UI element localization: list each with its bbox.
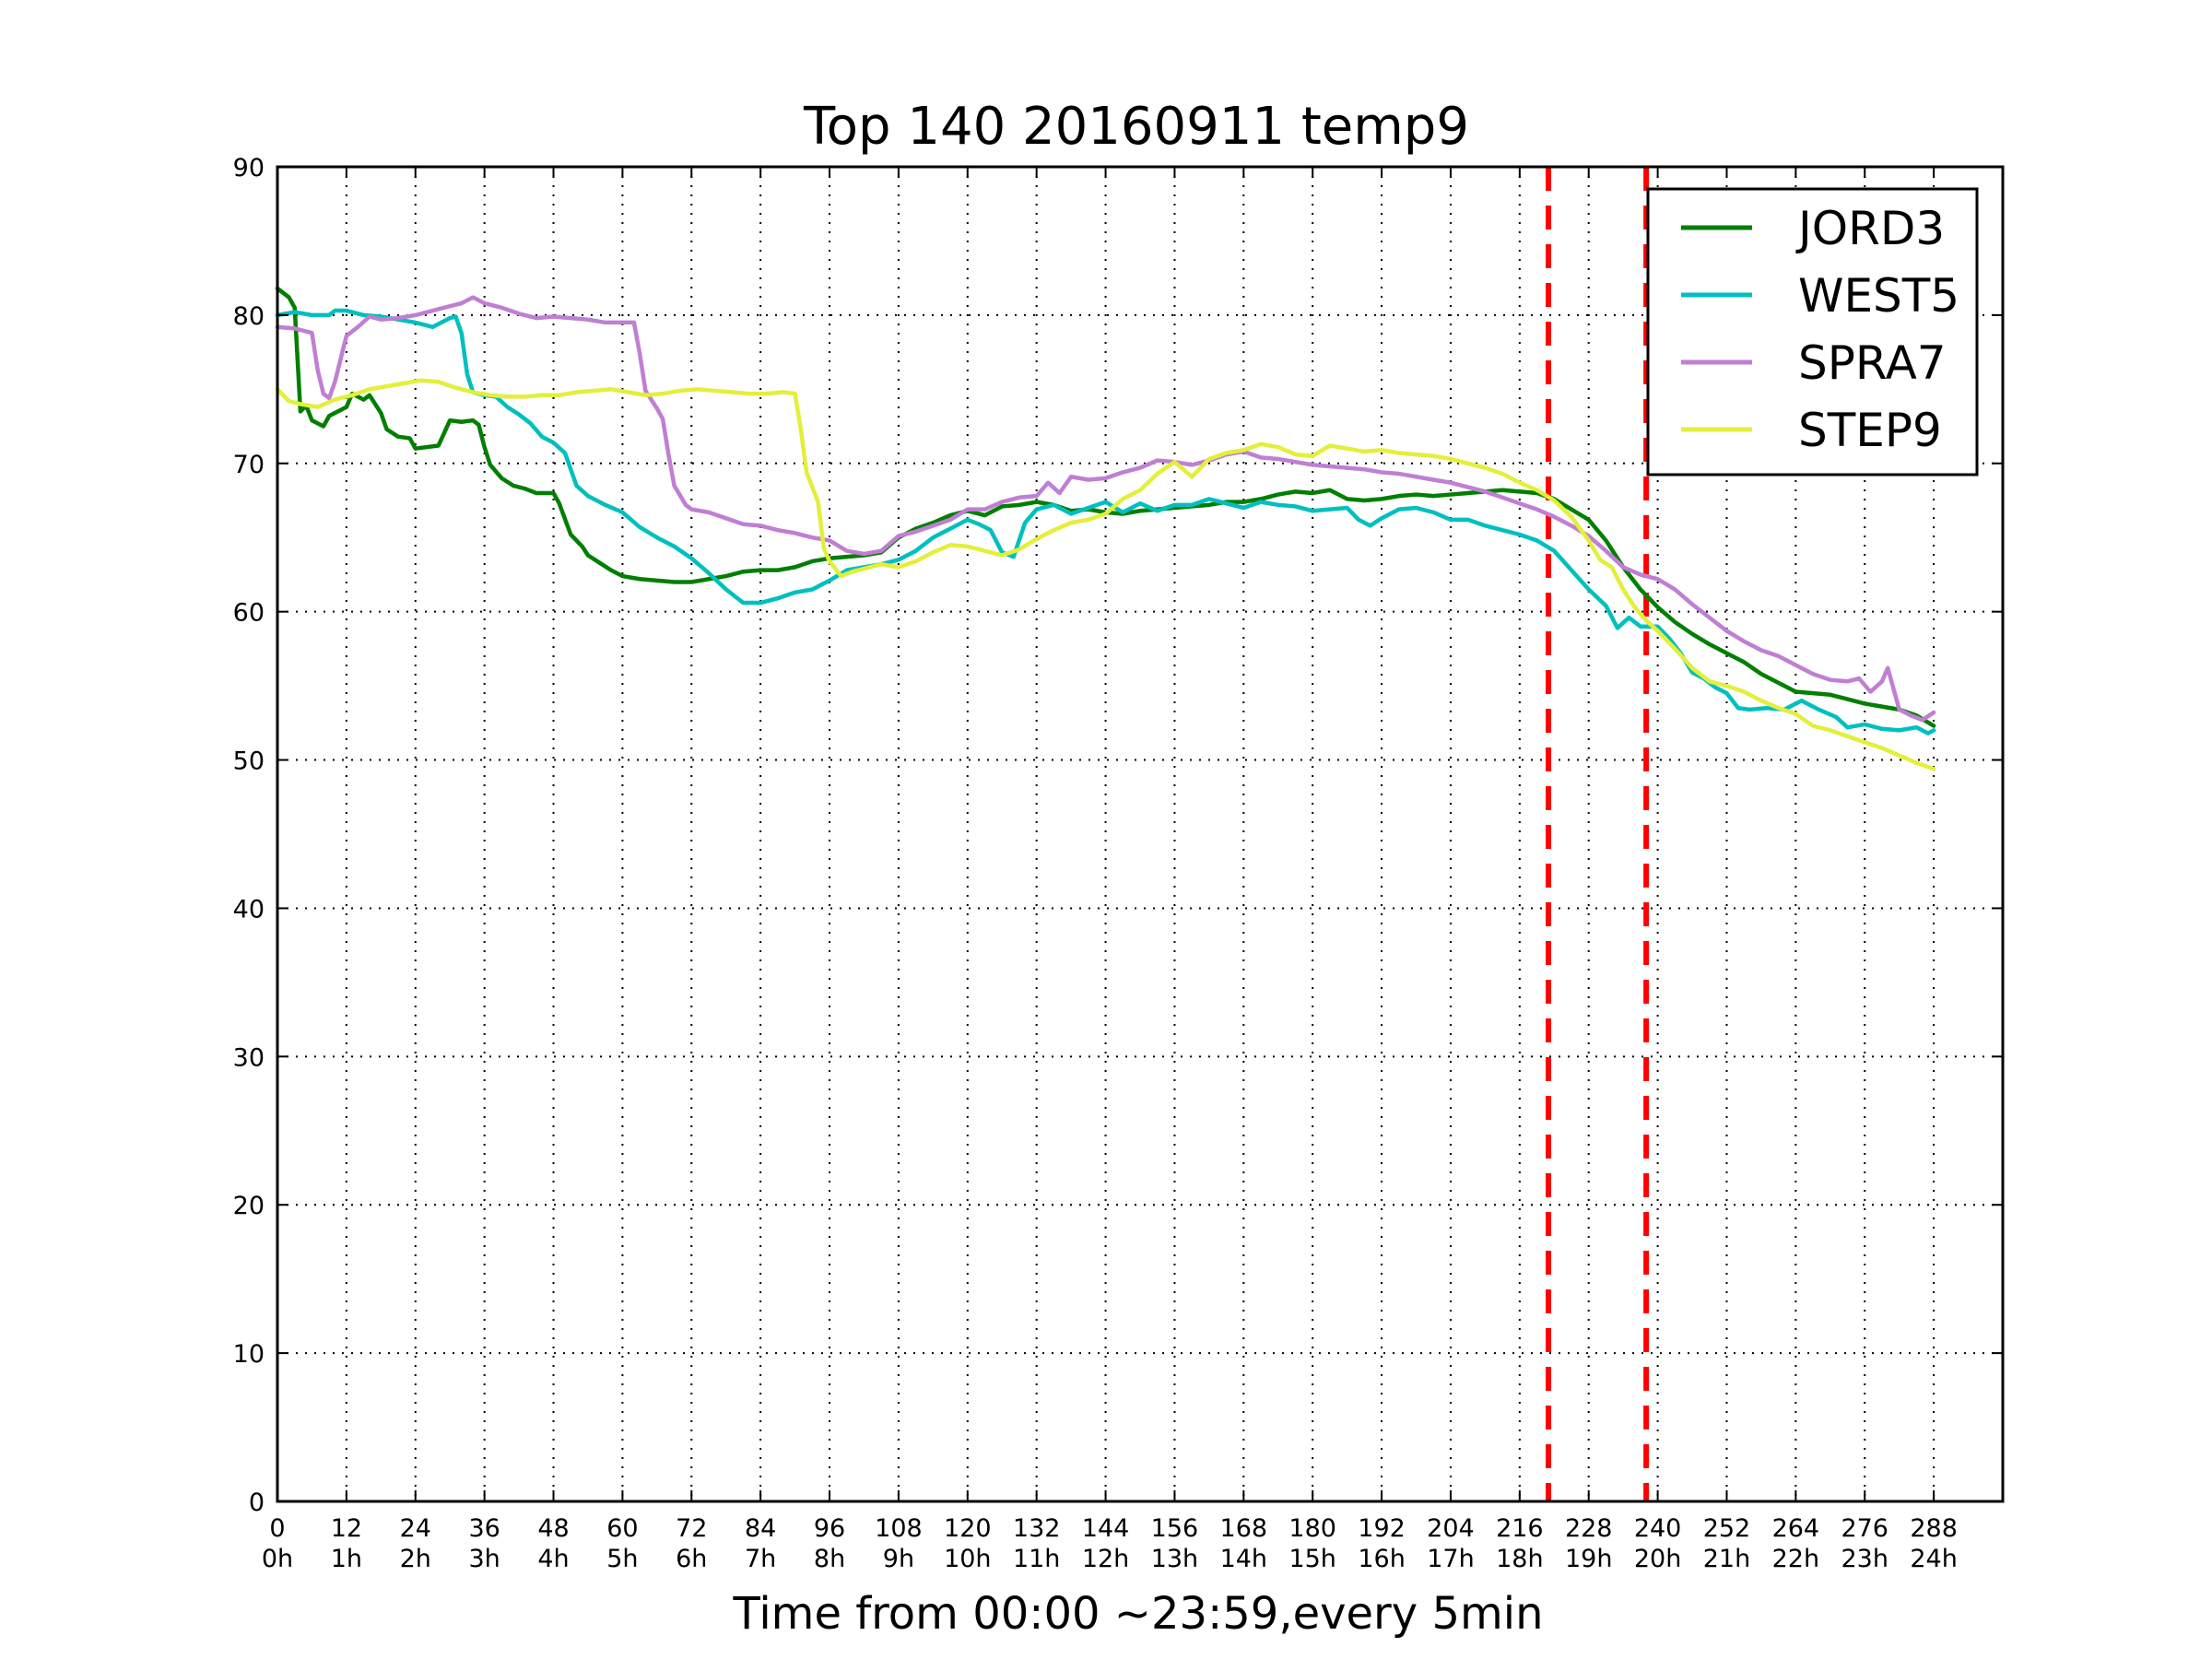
y-tick-label-0: 0 — [249, 1488, 265, 1517]
x-tick-label-3: 36 — [468, 1514, 500, 1543]
y-tick-label-6: 60 — [233, 599, 265, 628]
x-tick-label-7: 84 — [745, 1514, 776, 1543]
axis-ticks: 00h121h242h363h484h605h726h847h968h1089h… — [233, 154, 2003, 1573]
x-tick-hour-label-23: 23h — [1841, 1545, 1888, 1573]
x-tick-label-23: 276 — [1841, 1514, 1888, 1543]
x-tick-hour-label-6: 6h — [676, 1545, 707, 1573]
x-tick-hour-label-7: 7h — [745, 1545, 776, 1573]
x-tick-hour-label-0: 0h — [262, 1545, 293, 1573]
plot-frame — [276, 165, 2005, 1503]
y-tick-label-4: 40 — [233, 895, 265, 924]
x-tick-label-10: 120 — [944, 1514, 992, 1543]
x-tick-hour-label-20: 20h — [1634, 1545, 1681, 1573]
x-tick-label-4: 48 — [537, 1514, 569, 1543]
legend-label-jord3: JORD3 — [1795, 202, 1945, 255]
legend-label-spra7: SPRA7 — [1798, 336, 1947, 390]
x-tick-label-6: 72 — [676, 1514, 707, 1543]
x-tick-hour-label-22: 22h — [1772, 1545, 1819, 1573]
x-tick-label-16: 192 — [1358, 1514, 1406, 1543]
x-tick-label-14: 168 — [1220, 1514, 1268, 1543]
x-tick-hour-label-24: 24h — [1910, 1545, 1957, 1573]
x-tick-hour-label-16: 16h — [1358, 1545, 1405, 1573]
x-tick-hour-label-3: 3h — [468, 1545, 500, 1573]
chart-title: Top 140 20160911 temp9 — [803, 97, 1469, 157]
y-tick-label-2: 20 — [233, 1192, 265, 1220]
x-tick-hour-label-8: 8h — [814, 1545, 845, 1573]
x-tick-label-24: 288 — [1910, 1514, 1958, 1543]
x-tick-hour-label-11: 11h — [1013, 1545, 1060, 1573]
x-tick-label-13: 156 — [1151, 1514, 1199, 1543]
legend: JORD3 WEST5 SPRA7 STEP9 — [1646, 187, 1979, 477]
x-tick-label-19: 228 — [1565, 1514, 1613, 1543]
x-tick-hour-label-4: 4h — [537, 1545, 569, 1573]
x-tick-hour-label-10: 10h — [944, 1545, 991, 1573]
x-tick-label-11: 132 — [1013, 1514, 1061, 1543]
x-tick-hour-label-15: 15h — [1288, 1545, 1335, 1573]
x-tick-hour-label-18: 18h — [1496, 1545, 1543, 1573]
x-tick-label-8: 96 — [814, 1514, 845, 1543]
x-tick-label-0: 0 — [269, 1514, 285, 1543]
x-tick-hour-label-9: 9h — [883, 1545, 914, 1573]
y-tick-label-7: 70 — [233, 451, 265, 479]
legend-label-step9: STEP9 — [1798, 404, 1942, 457]
x-tick-label-5: 60 — [606, 1514, 638, 1543]
x-tick-hour-label-5: 5h — [606, 1545, 638, 1573]
x-tick-label-17: 204 — [1427, 1514, 1475, 1543]
legend-label-west5: WEST5 — [1798, 269, 1959, 323]
x-tick-hour-label-19: 19h — [1565, 1545, 1612, 1573]
x-tick-label-2: 24 — [400, 1514, 431, 1543]
x-tick-hour-label-17: 17h — [1427, 1545, 1474, 1573]
series-line-spra7 — [275, 295, 1936, 723]
y-tick-label-9: 90 — [233, 154, 265, 182]
data-series — [275, 286, 1936, 771]
x-tick-label-12: 144 — [1082, 1514, 1130, 1543]
y-tick-label-3: 30 — [233, 1043, 265, 1072]
reference-lines — [1546, 167, 1650, 1501]
x-tick-label-21: 252 — [1703, 1514, 1751, 1543]
x-tick-hour-label-2: 2h — [400, 1545, 431, 1573]
x-tick-label-20: 240 — [1634, 1514, 1682, 1543]
x-tick-hour-label-13: 13h — [1151, 1545, 1198, 1573]
series-line-step9 — [275, 378, 1936, 771]
legend-box — [1646, 187, 1979, 477]
x-tick-hour-label-21: 21h — [1703, 1545, 1750, 1573]
y-tick-label-1: 10 — [233, 1340, 265, 1369]
x-tick-label-22: 264 — [1772, 1514, 1820, 1543]
x-tick-label-15: 180 — [1288, 1514, 1336, 1543]
x-tick-label-1: 12 — [331, 1514, 362, 1543]
x-tick-hour-label-12: 12h — [1082, 1545, 1129, 1573]
x-axis-label: Time from 00:00 ~23:59,every 5min — [733, 1588, 1544, 1640]
x-tick-label-18: 216 — [1496, 1514, 1544, 1543]
y-tick-label-8: 80 — [233, 302, 265, 331]
x-tick-label-9: 108 — [875, 1514, 923, 1543]
x-tick-hour-label-14: 14h — [1220, 1545, 1267, 1573]
y-tick-label-5: 50 — [233, 747, 265, 776]
x-tick-hour-label-1: 1h — [331, 1545, 362, 1573]
